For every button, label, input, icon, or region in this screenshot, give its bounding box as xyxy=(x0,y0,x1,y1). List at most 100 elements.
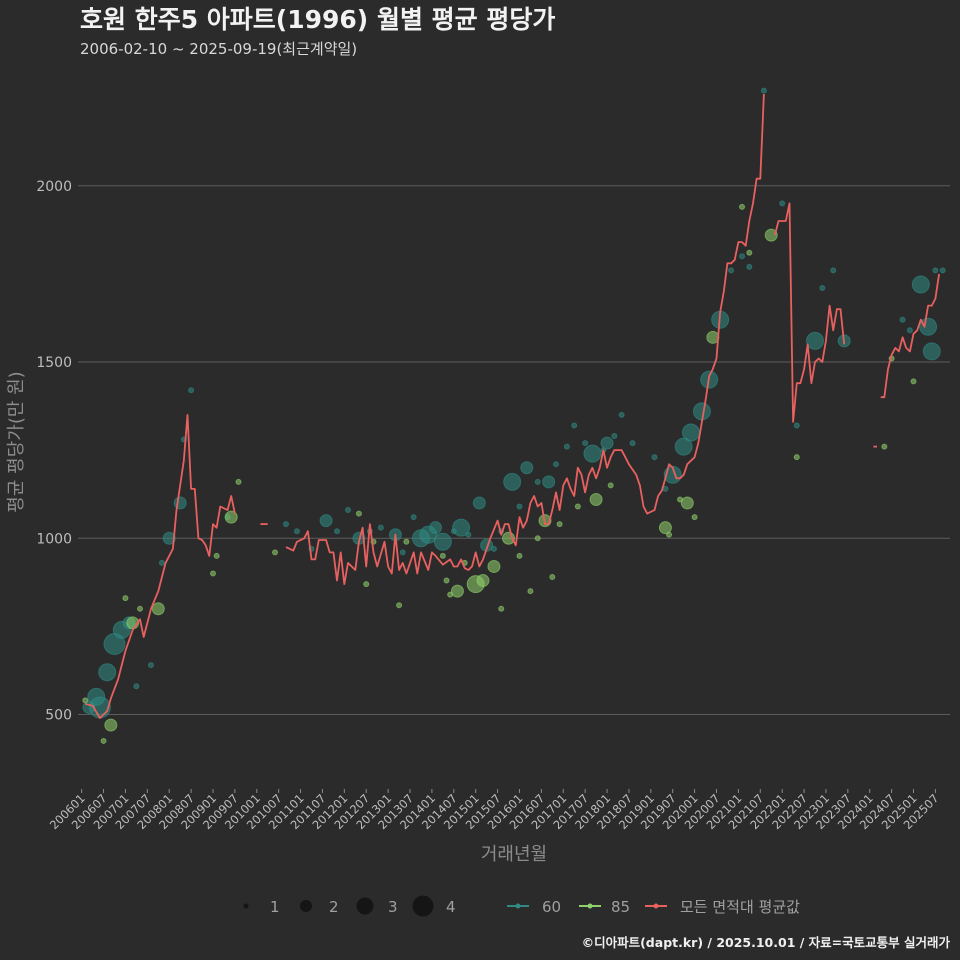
footer-credit: ©디아파트(dapt.kr) / 2025.10.01 / 자료=국토교통부 실… xyxy=(582,935,951,950)
point-60 xyxy=(162,531,176,545)
point-60 xyxy=(899,316,906,323)
legend-60-label: 60 xyxy=(542,898,561,916)
point-60 xyxy=(932,267,939,274)
point-85 xyxy=(100,737,107,744)
point-60 xyxy=(746,263,753,270)
point-85 xyxy=(151,602,165,616)
point-60 xyxy=(819,284,826,291)
point-85 xyxy=(793,454,800,461)
point-60 xyxy=(133,683,140,690)
point-60 xyxy=(939,267,946,274)
point-85 xyxy=(498,605,505,612)
point-85 xyxy=(746,249,753,256)
point-85 xyxy=(910,378,917,385)
legend-size-2-label: 2 xyxy=(329,898,339,916)
point-85 xyxy=(209,570,216,577)
average-line-segment xyxy=(774,202,846,423)
y-tick-label: 1000 xyxy=(36,531,72,547)
point-85 xyxy=(450,584,464,598)
point-85 xyxy=(574,503,581,510)
point-85 xyxy=(881,443,888,450)
grid xyxy=(78,185,950,715)
legend: 1 2 3 4 60 85 모든 면적대 평균값 xyxy=(243,895,800,917)
point-85 xyxy=(589,492,603,506)
point-60 xyxy=(919,317,938,336)
point-85 xyxy=(235,478,242,485)
legend-size-4-marker xyxy=(412,895,434,917)
point-85 xyxy=(122,595,129,602)
point-60 xyxy=(319,514,333,528)
point-60 xyxy=(516,503,523,510)
legend-85-marker xyxy=(587,903,593,909)
point-85 xyxy=(556,521,563,528)
legend-size-2-marker xyxy=(300,900,312,912)
average-line-segment xyxy=(285,94,765,585)
point-85 xyxy=(607,482,614,489)
point-60 xyxy=(600,436,614,450)
point-60 xyxy=(739,253,746,260)
average-line xyxy=(85,94,940,719)
point-85 xyxy=(443,577,450,584)
point-60 xyxy=(293,528,300,535)
scatter-points xyxy=(82,87,946,744)
y-tick-label: 500 xyxy=(45,708,72,724)
point-60 xyxy=(465,531,472,538)
point-60 xyxy=(674,437,693,456)
point-60 xyxy=(344,507,351,514)
y-axis-ticks: 500 1000 1500 2000 xyxy=(36,179,72,724)
point-60 xyxy=(830,267,837,274)
point-85 xyxy=(355,510,362,517)
point-60 xyxy=(472,496,486,510)
point-60 xyxy=(629,440,636,447)
legend-size-4-label: 4 xyxy=(446,898,456,916)
legend-avg-marker xyxy=(653,903,659,909)
legend-size-1-label: 1 xyxy=(270,898,280,916)
point-60 xyxy=(571,422,578,429)
point-60 xyxy=(377,524,384,531)
point-60 xyxy=(158,559,165,566)
point-60 xyxy=(618,411,625,418)
point-60 xyxy=(760,87,767,94)
legend-size-3-label: 3 xyxy=(388,898,398,916)
point-85 xyxy=(476,574,490,588)
point-60 xyxy=(728,267,735,274)
x-axis-ticks: 2006012006072007012007072008012008072009… xyxy=(47,789,942,832)
point-85 xyxy=(403,538,410,545)
point-85 xyxy=(658,521,672,535)
point-60 xyxy=(173,496,187,510)
average-line-segment xyxy=(880,273,940,399)
point-85 xyxy=(82,697,89,704)
point-60 xyxy=(611,433,618,440)
point-85 xyxy=(534,535,541,542)
point-60 xyxy=(282,521,289,528)
point-60 xyxy=(793,422,800,429)
point-60 xyxy=(552,461,559,468)
point-60 xyxy=(503,472,522,491)
point-85 xyxy=(224,510,238,524)
legend-85-label: 85 xyxy=(611,898,630,916)
point-60 xyxy=(651,454,658,461)
point-60 xyxy=(542,475,556,489)
x-axis-title: 거래년월 xyxy=(481,844,547,865)
point-60 xyxy=(98,663,117,682)
point-60 xyxy=(490,545,497,552)
point-60 xyxy=(452,518,471,537)
point-85 xyxy=(691,514,698,521)
point-85 xyxy=(516,552,523,559)
point-60 xyxy=(147,662,154,669)
point-60 xyxy=(911,275,930,294)
point-60 xyxy=(922,342,941,361)
point-85 xyxy=(272,549,279,556)
legend-size-1-marker xyxy=(243,903,249,909)
point-60 xyxy=(534,478,541,485)
legend-size-3-marker xyxy=(356,897,374,915)
point-60 xyxy=(582,440,589,447)
point-85 xyxy=(549,574,556,581)
point-60 xyxy=(520,461,534,475)
point-60 xyxy=(806,331,825,350)
point-60 xyxy=(906,327,913,334)
point-60 xyxy=(410,514,417,521)
point-85 xyxy=(764,228,778,242)
point-60 xyxy=(563,443,570,450)
